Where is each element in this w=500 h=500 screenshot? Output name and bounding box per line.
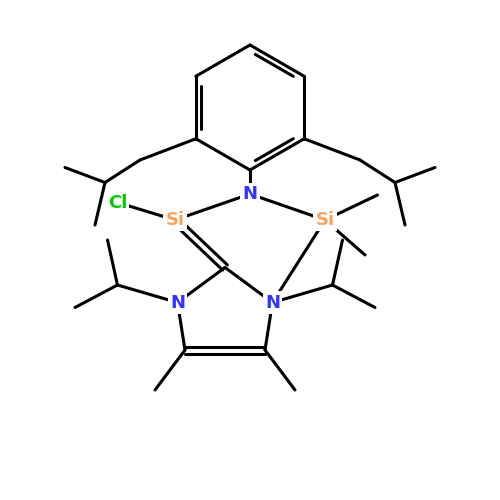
Text: Cl: Cl (108, 194, 127, 212)
Text: N: N (170, 294, 185, 312)
Text: N: N (265, 294, 280, 312)
Text: N: N (242, 185, 258, 203)
Text: Si: Si (166, 211, 184, 229)
Text: Si: Si (316, 211, 334, 229)
